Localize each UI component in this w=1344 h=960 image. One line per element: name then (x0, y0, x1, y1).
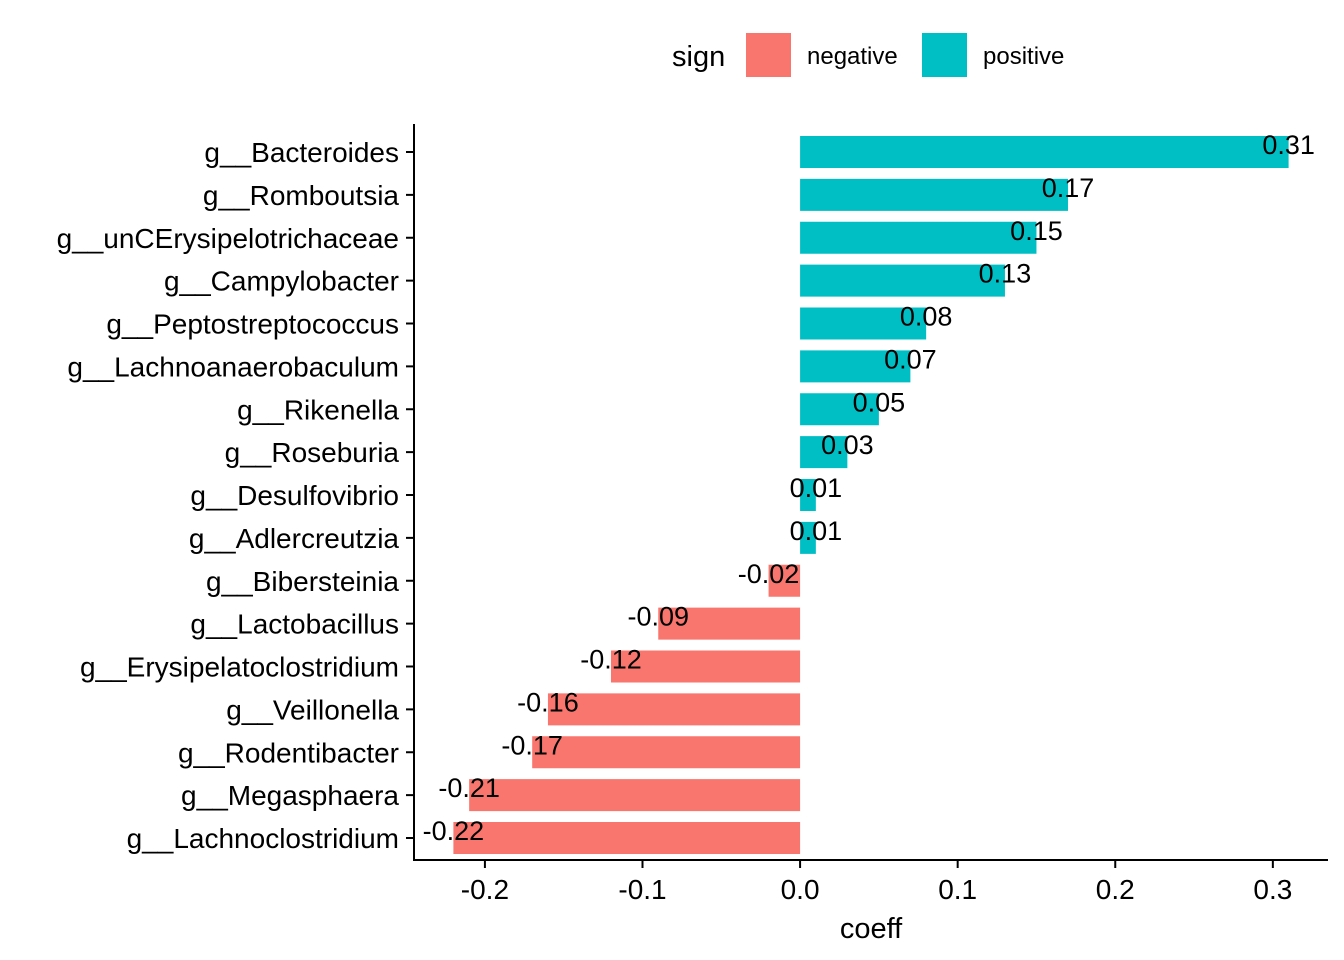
category-label-g__Lactobacillus: g__Lactobacillus (190, 609, 399, 640)
category-label-g__Rikenella: g__Rikenella (237, 394, 399, 425)
data-label-g__Campylobacter: 0.13 (979, 259, 1032, 289)
bar-g__Veillonella (547, 693, 801, 726)
category-label-g__Campylobacter: g__Campylobacter (164, 266, 399, 297)
bar-g__Megasphaera (469, 779, 801, 812)
bar-g__Lactobacillus (658, 607, 801, 640)
legend-swatch-negative (746, 33, 791, 77)
data-label-g__Megasphaera: -0.21 (438, 773, 500, 803)
data-label-g__Roseburia: 0.03 (821, 430, 874, 460)
x-axis-ticks: -0.2 -0.1 0.0 0.1 0.2 0.3 (461, 860, 1292, 905)
category-label-g__Megasphaera: g__Megasphaera (181, 780, 399, 811)
data-label-g__unCErysipelotrichaceae: 0.15 (1010, 216, 1063, 246)
legend-label-positive: positive (983, 43, 1064, 70)
data-label-g__Lactobacillus: -0.09 (627, 602, 689, 632)
bar-g__unCErysipelotrichaceae (800, 221, 1037, 254)
x-tick-label-0.1: 0.1 (938, 874, 977, 905)
data-label-g__Adlercreutzia: 0.01 (790, 516, 843, 546)
data-label-g__Rodentibacter: -0.17 (501, 730, 563, 760)
bar-g__Campylobacter (800, 264, 1005, 297)
category-label-g__Lachnoclostridium: g__Lachnoclostridium (127, 823, 399, 854)
bar-g__Lachnoanaerobaculum (800, 350, 911, 383)
category-label-g__Romboutsia: g__Romboutsia (203, 180, 400, 211)
legend-label-negative: negative (807, 43, 898, 70)
data-label-g__Erysipelatoclostridium: -0.12 (580, 645, 642, 675)
category-label-g__Peptostreptococcus: g__Peptostreptococcus (106, 309, 399, 340)
category-label-g__Adlercreutzia: g__Adlercreutzia (189, 523, 400, 554)
bar-g__Adlercreutzia (800, 521, 816, 554)
bar-g__Rikenella (800, 393, 879, 426)
data-label-g__Lachnoclostridium: -0.22 (423, 816, 485, 846)
bar-g__Roseburia (800, 436, 848, 469)
bar-g__Romboutsia (800, 178, 1068, 211)
category-label-g__Veillonella: g__Veillonella (226, 694, 399, 725)
data-label-g__Bibersteinia: -0.02 (738, 559, 800, 589)
data-label-g__Rikenella: 0.05 (853, 387, 906, 417)
category-label-g__Bacteroides: g__Bacteroides (204, 137, 399, 168)
bar-g__Rodentibacter (532, 736, 801, 769)
legend-title: sign (672, 41, 725, 73)
category-label-g__Roseburia: g__Roseburia (225, 437, 400, 468)
x-tick-label--0.1: -0.1 (618, 874, 666, 905)
data-label-g__Lachnoanaerobaculum: 0.07 (884, 344, 937, 374)
data-label-g__Bacteroides: 0.31 (1262, 130, 1315, 160)
data-labels: 0.31 0.17 0.15 0.13 0.08 0.07 0.05 0.03 0.01 0.01… (423, 130, 1315, 846)
bar-g__Desulfovibrio (800, 479, 816, 511)
category-label-g__Desulfovibrio: g__Desulfovibrio (190, 480, 399, 511)
bar-g__Bibersteinia (768, 564, 801, 597)
x-tick-label-0.2: 0.2 (1096, 874, 1135, 905)
x-tick-label-0.0: 0.0 (781, 874, 820, 905)
x-axis-title: coeff (840, 913, 903, 945)
bar-g__Erysipelatoclostridium (610, 650, 801, 683)
data-label-g__Desulfovibrio: 0.01 (790, 473, 843, 503)
data-label-g__Veillonella: -0.16 (517, 687, 579, 717)
category-label-g__Bibersteinia: g__Bibersteinia (206, 566, 399, 597)
data-label-g__Romboutsia: 0.17 (1042, 173, 1095, 203)
data-label-g__Peptostreptococcus: 0.08 (900, 302, 953, 332)
x-tick-label-0.3: 0.3 (1253, 874, 1292, 905)
category-labels: g__Bacteroides g__Romboutsia g__unCErysipe… (57, 137, 400, 854)
category-label-g__Rodentibacter: g__Rodentibacter (178, 737, 399, 768)
bar-g__Bacteroides (800, 136, 1289, 168)
bar-g__Peptostreptococcus (800, 307, 927, 340)
category-label-g__Lachnoanaerobaculum: g__Lachnoanaerobaculum (67, 351, 399, 382)
bars-group (453, 136, 1289, 854)
x-tick-label--0.2: -0.2 (461, 874, 509, 905)
legend: sign negative positive (672, 33, 1064, 77)
bar-g__Lachnoclostridium (453, 822, 801, 854)
category-label-g__unCErysipelotrichaceae: g__unCErysipelotrichaceae (57, 223, 399, 254)
category-label-g__Erysipelatoclostridium: g__Erysipelatoclostridium (80, 652, 399, 683)
legend-swatch-positive (922, 33, 967, 77)
